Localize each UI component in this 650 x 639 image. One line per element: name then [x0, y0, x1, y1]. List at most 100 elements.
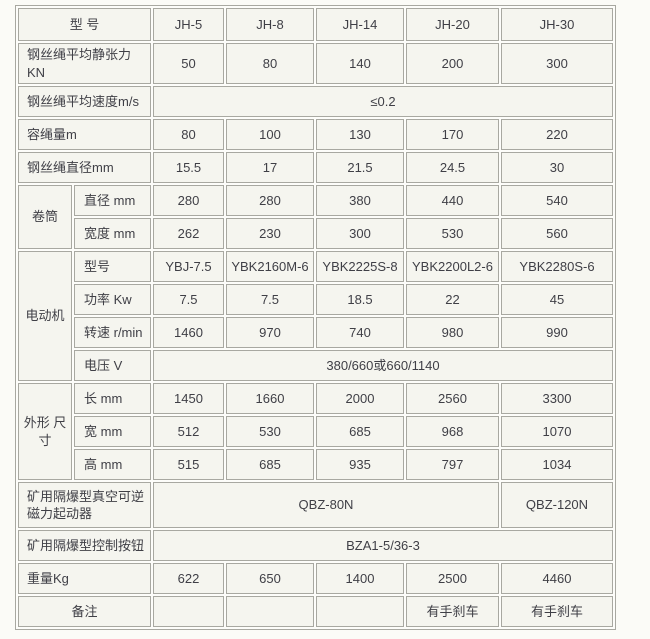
drum-diameter-value: 280 — [226, 185, 314, 217]
dim-height-value: 797 — [406, 449, 499, 481]
motor-power-value: 7.5 — [153, 284, 224, 316]
row-motor-speed: 转速 r/min 1460 970 740 980 990 — [18, 317, 613, 349]
dim-length-value: 1660 — [226, 383, 314, 415]
row-dim-width: 宽 mm 512 530 685 968 1070 — [18, 416, 613, 448]
dimensions-group-label: 外形 尺寸 — [18, 383, 72, 481]
rope-capacity-value: 100 — [226, 119, 314, 151]
remarks-value: 有手刹车 — [501, 596, 613, 628]
motor-group-label: 电动机 — [18, 251, 72, 382]
dim-length-value: 2560 — [406, 383, 499, 415]
weight-value: 622 — [153, 563, 224, 595]
motor-voltage-value: 380/660或660/1140 — [153, 350, 613, 382]
static-tension-value: 80 — [226, 43, 314, 85]
avg-speed-label: 钢丝绳平均速度m/s — [18, 86, 151, 118]
control-button-value: BZA1-5/36-3 — [153, 530, 613, 562]
dim-width-value: 512 — [153, 416, 224, 448]
remarks-label: 备注 — [18, 596, 151, 628]
drum-group-label: 卷筒 — [18, 185, 72, 250]
dim-length-value: 3300 — [501, 383, 613, 415]
starter-main-value: QBZ-80N — [153, 482, 499, 529]
control-button-label: 矿用隔爆型控制按钮 — [18, 530, 151, 562]
dim-width-label: 宽 mm — [74, 416, 151, 448]
rope-diameter-value: 24.5 — [406, 152, 499, 184]
row-drum-diameter: 卷筒 直径 mm 280 280 380 440 540 — [18, 185, 613, 250]
motor-speed-value: 990 — [501, 317, 613, 349]
model-header-jh8: JH-8 — [226, 8, 314, 41]
motor-speed-value: 970 — [226, 317, 314, 349]
spec-table: 型 号 JH-5 JH-8 JH-14 JH-20 JH-30 钢丝绳平均静张力… — [15, 5, 616, 631]
motor-voltage-label: 电压 V — [74, 350, 151, 382]
static-tension-value: 50 — [153, 43, 224, 85]
rope-diameter-value: 30 — [501, 152, 613, 184]
row-motor-model: 电动机 型号 YBJ-7.5 YBK2160M-6 YBK2225S-8 YBK… — [18, 251, 613, 382]
motor-power-label: 功率 Kw — [74, 284, 151, 316]
row-remarks: 备注 有手刹车 有手刹车 — [18, 596, 613, 628]
motor-model-label: 型号 — [74, 251, 151, 283]
header-row: 型 号 JH-5 JH-8 JH-14 JH-20 JH-30 — [18, 8, 613, 41]
motor-speed-value: 1460 — [153, 317, 224, 349]
row-starter: 矿用隔爆型真空可逆磁力起动器 QBZ-80N QBZ-120N — [18, 482, 613, 529]
dim-length-value: 2000 — [316, 383, 404, 415]
row-avg-speed: 钢丝绳平均速度m/s ≤0.2 — [18, 86, 613, 118]
row-motor-power: 功率 Kw 7.5 7.5 18.5 22 45 — [18, 284, 613, 316]
row-weight: 重量Kg 622 650 1400 2500 4460 — [18, 563, 613, 595]
dim-height-value: 1034 — [501, 449, 613, 481]
dim-width-value: 685 — [316, 416, 404, 448]
rope-capacity-value: 170 — [406, 119, 499, 151]
motor-power-value: 45 — [501, 284, 613, 316]
static-tension-label: 钢丝绳平均静张力KN — [18, 43, 151, 85]
drum-diameter-label: 直径 mm — [74, 185, 151, 217]
starter-label: 矿用隔爆型真空可逆磁力起动器 — [18, 482, 151, 529]
motor-power-value: 7.5 — [226, 284, 314, 316]
dim-height-label: 高 mm — [74, 449, 151, 481]
model-header-jh30: JH-30 — [501, 8, 613, 41]
static-tension-value: 140 — [316, 43, 404, 85]
row-drum-width: 宽度 mm 262 230 300 530 560 — [18, 218, 613, 250]
motor-model-value: YBK2225S-8 — [316, 251, 404, 283]
rope-capacity-value: 80 — [153, 119, 224, 151]
motor-speed-label: 转速 r/min — [74, 317, 151, 349]
dim-width-value: 968 — [406, 416, 499, 448]
row-dim-height: 高 mm 515 685 935 797 1034 — [18, 449, 613, 481]
remarks-value — [226, 596, 314, 628]
drum-diameter-value: 440 — [406, 185, 499, 217]
dim-length-value: 1450 — [153, 383, 224, 415]
weight-value: 1400 — [316, 563, 404, 595]
motor-power-value: 22 — [406, 284, 499, 316]
drum-diameter-value: 380 — [316, 185, 404, 217]
motor-model-value: YBJ-7.5 — [153, 251, 224, 283]
model-header-jh5: JH-5 — [153, 8, 224, 41]
dim-width-value: 1070 — [501, 416, 613, 448]
model-header-jh14: JH-14 — [316, 8, 404, 41]
row-dim-length: 外形 尺寸 长 mm 1450 1660 2000 2560 3300 — [18, 383, 613, 481]
rope-capacity-value: 220 — [501, 119, 613, 151]
dim-height-value: 515 — [153, 449, 224, 481]
drum-width-value: 560 — [501, 218, 613, 250]
row-control-button: 矿用隔爆型控制按钮 BZA1-5/36-3 — [18, 530, 613, 562]
static-tension-value: 200 — [406, 43, 499, 85]
motor-speed-value: 740 — [316, 317, 404, 349]
rope-capacity-label: 容绳量m — [18, 119, 151, 151]
remarks-value: 有手刹车 — [406, 596, 499, 628]
dim-height-value: 935 — [316, 449, 404, 481]
dim-length-label: 长 mm — [74, 383, 151, 415]
row-static-tension: 钢丝绳平均静张力KN 50 80 140 200 300 — [18, 43, 613, 85]
row-motor-voltage: 电压 V 380/660或660/1140 — [18, 350, 613, 382]
starter-last-value: QBZ-120N — [501, 482, 613, 529]
motor-model-value: YBK2280S-6 — [501, 251, 613, 283]
model-row-label: 型 号 — [18, 8, 151, 41]
rope-capacity-value: 130 — [316, 119, 404, 151]
remarks-value — [153, 596, 224, 628]
dim-height-value: 685 — [226, 449, 314, 481]
model-header-jh20: JH-20 — [406, 8, 499, 41]
remarks-value — [316, 596, 404, 628]
motor-speed-value: 980 — [406, 317, 499, 349]
weight-value: 4460 — [501, 563, 613, 595]
drum-diameter-value: 540 — [501, 185, 613, 217]
motor-power-value: 18.5 — [316, 284, 404, 316]
rope-diameter-value: 21.5 — [316, 152, 404, 184]
drum-width-value: 300 — [316, 218, 404, 250]
weight-label: 重量Kg — [18, 563, 151, 595]
drum-width-value: 530 — [406, 218, 499, 250]
weight-value: 650 — [226, 563, 314, 595]
